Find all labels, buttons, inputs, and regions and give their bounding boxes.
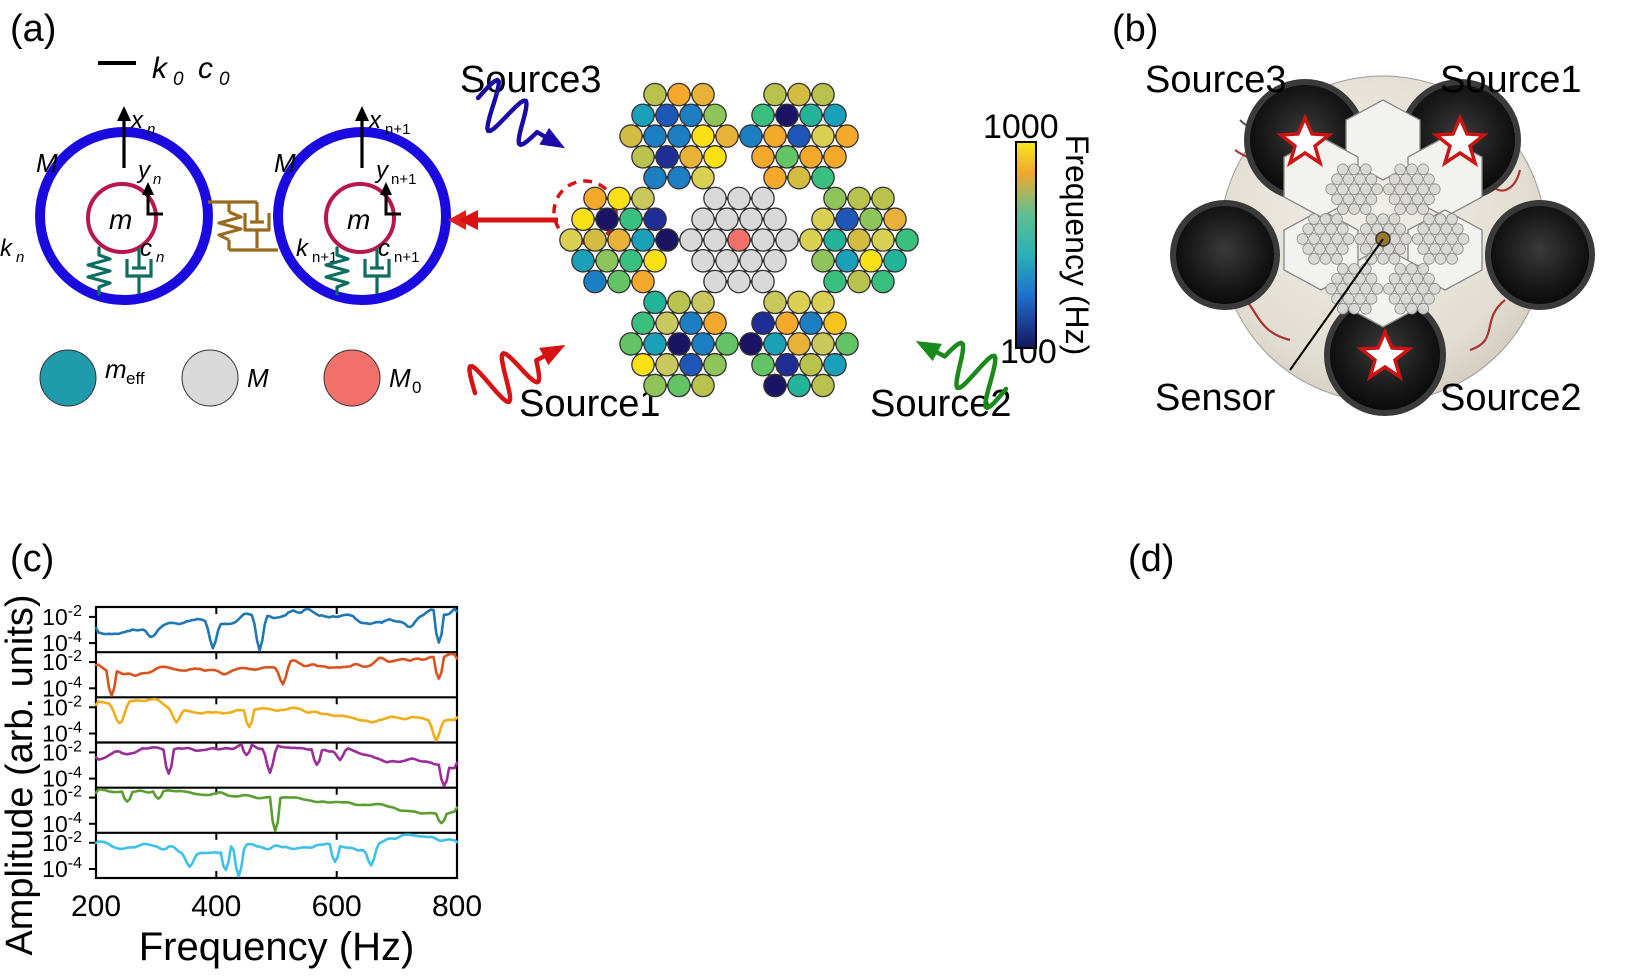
svg-text:Amplitude (arb. units): Amplitude (arb. units) xyxy=(0,594,41,955)
svg-text:10-2: 10-2 xyxy=(42,648,82,675)
svg-text:10-2: 10-2 xyxy=(42,784,82,811)
svg-text:800: 800 xyxy=(432,890,482,923)
svg-text:200: 200 xyxy=(71,890,121,923)
svg-text:Frequency (Hz): Frequency (Hz) xyxy=(139,925,415,969)
svg-text:10-2: 10-2 xyxy=(42,829,82,856)
svg-text:10-2: 10-2 xyxy=(42,693,82,720)
svg-text:10-2: 10-2 xyxy=(42,738,82,765)
svg-text:10-2: 10-2 xyxy=(42,603,82,630)
svg-text:400: 400 xyxy=(191,890,241,923)
svg-text:600: 600 xyxy=(312,890,362,923)
svg-text:10-4: 10-4 xyxy=(42,855,82,882)
